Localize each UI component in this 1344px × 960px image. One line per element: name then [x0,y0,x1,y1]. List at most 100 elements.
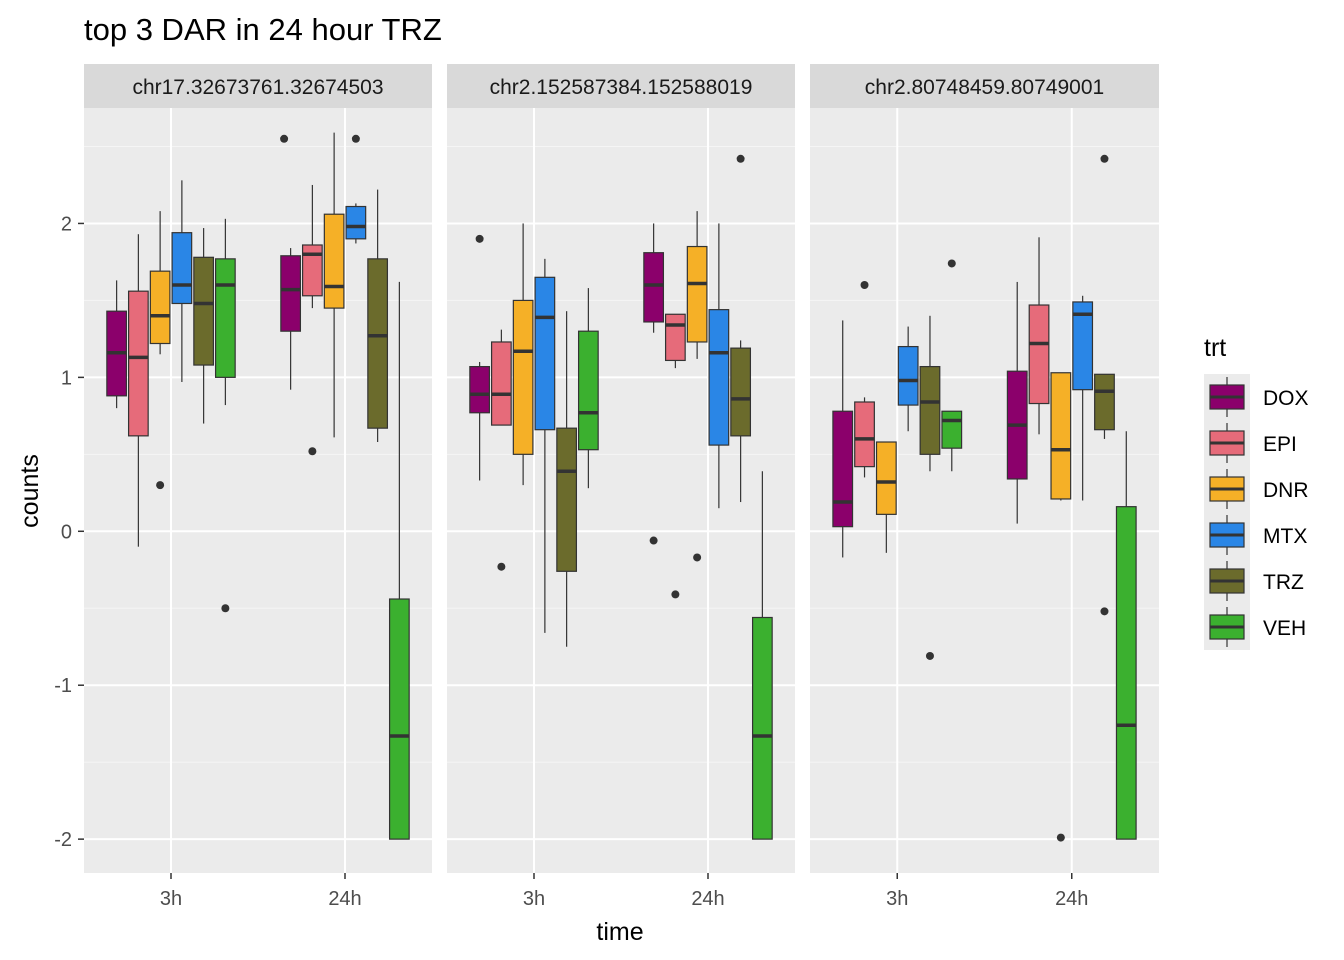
y-tick-label: -1 [54,675,72,697]
facet-panel: chr2.80748459.80749001 3h 24h [810,64,1159,910]
legend-item-dnr: DNR [1204,466,1309,512]
box-trz [367,189,389,443]
box-body [664,313,686,362]
box-body [512,299,534,455]
legend-label: EPI [1263,433,1297,456]
box-body [1028,304,1050,405]
box-body [751,616,773,840]
box-epi [301,184,323,456]
outlier-point [947,259,956,268]
legend-item-trz: TRZ [1204,558,1304,604]
legend-item-veh: VEH [1204,604,1306,650]
legend-label: DNR [1263,479,1309,502]
legend-title: trt [1204,334,1226,362]
box-body [469,365,491,414]
outlier-point [308,447,317,456]
box-trz [193,228,215,424]
x-axis-title: time [596,918,643,946]
box-trz [556,311,578,647]
box-dox [1006,281,1028,524]
outlier-point [649,536,658,545]
box-body [1094,373,1115,431]
legend-label: MTX [1263,525,1307,548]
legend-label: DOX [1263,387,1309,410]
outlier-point [925,651,934,660]
box-epi [664,313,686,599]
y-tick-label: 2 [61,213,72,235]
box-body [280,255,302,332]
box-body [897,345,919,406]
legend-label: VEH [1263,617,1306,640]
panel-background [447,108,795,873]
box-dnr [1050,372,1072,842]
box-mtx [897,326,919,432]
outlier-point [1100,607,1109,616]
box-veh [941,259,963,472]
box-mtx [708,223,730,509]
box-epi [854,281,875,478]
box-dnr [512,223,534,486]
box-body [941,410,963,449]
facet-strip-label: chr17.32673761.32674503 [132,76,383,99]
box-epi [127,234,149,547]
box-body [534,276,556,431]
x-tick-label: 3h [160,888,182,910]
box-body [367,258,389,429]
y-tick-label: 1 [61,367,72,389]
panel-background [84,108,432,873]
box-body [1115,506,1137,840]
box-body [214,258,236,378]
facet-strip [810,64,1159,108]
outlier-point [156,481,165,490]
box-body [708,309,730,446]
box-dox [280,248,302,390]
facet-strip [447,64,795,108]
box-mtx [1072,295,1094,501]
box-body [875,441,897,515]
box-body [323,213,345,309]
legend: trt DOX EPI DNR MTX TRZ VEH [1204,334,1309,650]
outlier-point [860,281,869,290]
legend-item-dox: DOX [1204,374,1309,420]
box-body [1050,372,1072,500]
box-body [127,290,149,437]
outlier-point [693,553,702,562]
legend-item-mtx: MTX [1204,512,1307,558]
box-body [556,427,578,572]
box-veh [1115,431,1137,840]
box-mtx [171,180,193,382]
box-trz [730,154,752,503]
panel-background [810,108,1159,873]
outlier-point [736,154,745,163]
y-tick-label: -2 [54,829,72,851]
box-body [686,245,708,343]
box-body [643,252,665,323]
box-body [577,330,599,451]
box-body [193,256,215,366]
facet-panel: chr17.32673761.32674503 3h 24h [84,64,432,910]
box-body [1072,301,1094,391]
y-axis-title: counts [16,454,44,528]
box-body [730,347,752,437]
box-veh [751,471,773,840]
box-dox [106,280,128,409]
chart-title: top 3 DAR in 24 hour TRZ [84,12,442,47]
box-body [149,270,171,345]
box-trz [919,315,941,660]
outlier-point [280,134,289,143]
box-body [388,598,410,840]
box-veh [214,218,236,613]
facet-strip [84,64,432,108]
box-dox [832,320,854,558]
facet-strip-label: chr2.152587384.152588019 [490,76,753,99]
x-tick-label: 3h [886,888,908,910]
box-mtx [345,134,367,244]
box-trz [1094,154,1115,616]
box-mtx [534,258,556,633]
outlier-point [351,134,360,143]
box-dox [643,223,665,545]
outlier-point [671,590,680,599]
facet-panel: chr2.152587384.152588019 3h 24h [447,64,795,910]
